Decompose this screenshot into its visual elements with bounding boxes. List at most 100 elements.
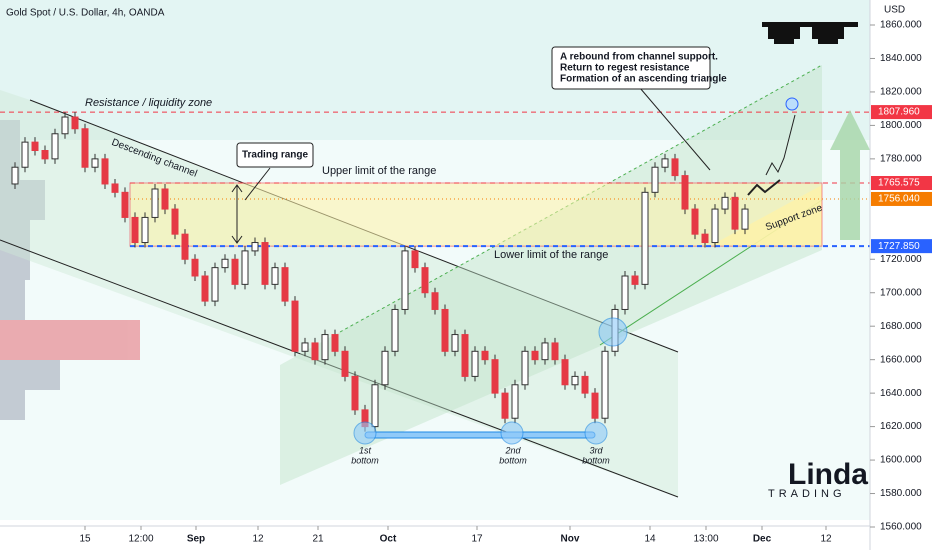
price-tag-label: 1756.040	[878, 194, 920, 205]
annotation: Formation of an ascending triangle	[560, 74, 727, 85]
y-tick-label: 1780.000	[880, 154, 922, 165]
candle	[731, 196, 739, 230]
annotation: Resistance / liquidity zone	[85, 97, 212, 109]
candle	[431, 292, 439, 310]
candle	[621, 275, 629, 310]
candle	[681, 175, 689, 210]
bottom-label: 3rd	[589, 445, 603, 455]
bottoms-bar	[364, 431, 596, 439]
asc-top	[339, 64, 823, 333]
candle	[631, 275, 639, 285]
candle	[691, 208, 699, 235]
candle	[281, 267, 289, 302]
candle	[741, 208, 749, 230]
candle	[101, 158, 109, 185]
candle	[31, 141, 39, 151]
candle	[251, 242, 259, 252]
candle	[421, 267, 429, 294]
y-tick-label: 1580.000	[880, 488, 922, 499]
ascending-channel	[280, 65, 822, 485]
y-tick-label: 1820.000	[880, 87, 922, 98]
y-tick-label: 1860.000	[880, 20, 922, 31]
candle	[371, 384, 379, 428]
candle	[181, 233, 189, 260]
candle	[501, 392, 509, 419]
candle	[711, 208, 719, 244]
y-tick-label: 1600.000	[880, 455, 922, 466]
candle	[221, 258, 229, 269]
candle	[451, 334, 459, 352]
candle	[531, 350, 539, 361]
candle	[61, 116, 69, 135]
bottom-label: bottom	[351, 455, 379, 465]
candle	[151, 188, 159, 218]
annotation: Trading range	[242, 150, 309, 161]
candle	[511, 384, 519, 419]
x-tick-label: Nov	[561, 534, 580, 545]
callout-box	[551, 46, 711, 90]
projection	[765, 114, 796, 176]
y-tick-label: 1640.000	[880, 388, 922, 399]
channel-bottom	[0, 239, 679, 498]
candle	[391, 308, 399, 352]
candle	[51, 133, 59, 160]
x-tick-label: 12	[820, 534, 832, 545]
candle	[571, 375, 579, 386]
candle	[461, 334, 469, 377]
top-band	[0, 0, 870, 140]
candle	[481, 350, 489, 361]
candle	[211, 267, 219, 302]
candle	[291, 300, 299, 352]
candle	[21, 141, 29, 168]
candle	[661, 158, 669, 168]
price-tag-label: 1727.850	[878, 241, 920, 252]
price-tag	[871, 105, 932, 120]
candle	[721, 196, 729, 210]
volume-profile	[0, 120, 140, 420]
target	[785, 97, 799, 111]
candle	[241, 250, 249, 285]
arrow-head	[231, 235, 243, 244]
x-tick-label: 14	[644, 534, 656, 545]
candle	[71, 116, 79, 130]
candle	[261, 242, 269, 285]
candle	[491, 359, 499, 394]
candle	[651, 166, 659, 193]
bottom-label: 2nd	[504, 445, 521, 455]
candle	[161, 188, 169, 210]
logo: Linda	[788, 458, 868, 491]
candle	[41, 150, 49, 160]
annotation: Lower limit of the range	[494, 249, 608, 261]
annotation: Upper limit of the range	[322, 165, 436, 177]
candle	[171, 208, 179, 235]
y-tick-label: 1560.000	[880, 522, 922, 533]
candle	[301, 342, 309, 352]
candle	[11, 166, 19, 185]
price-tag-label: 1807.960	[878, 107, 920, 118]
price-tag	[871, 239, 932, 254]
candle	[521, 350, 529, 386]
x-tick-label: 15	[79, 534, 91, 545]
bottom-label: bottom	[582, 455, 610, 465]
candle	[321, 334, 329, 361]
candle	[331, 334, 339, 352]
y-tick-label: 1680.000	[880, 321, 922, 332]
candle	[341, 350, 349, 377]
price-tag	[871, 191, 932, 206]
candle	[351, 375, 359, 411]
bottom-circle	[500, 421, 524, 445]
candle	[121, 191, 129, 218]
x-tick-label: Oct	[380, 534, 397, 545]
candle	[541, 342, 549, 361]
x-tick-label: 21	[312, 534, 324, 545]
sunglasses-icon	[762, 22, 858, 44]
y-tick-label: 1840.000	[880, 53, 922, 64]
x-tick-label: 12	[252, 534, 264, 545]
candle	[91, 158, 99, 168]
bottom-label: 1st	[359, 445, 372, 455]
candle	[581, 375, 589, 394]
price-tag-label: 1765.575	[878, 178, 920, 189]
x-tick-label: 17	[471, 534, 483, 545]
x-tick-label: Sep	[187, 534, 205, 545]
candle	[471, 350, 479, 377]
